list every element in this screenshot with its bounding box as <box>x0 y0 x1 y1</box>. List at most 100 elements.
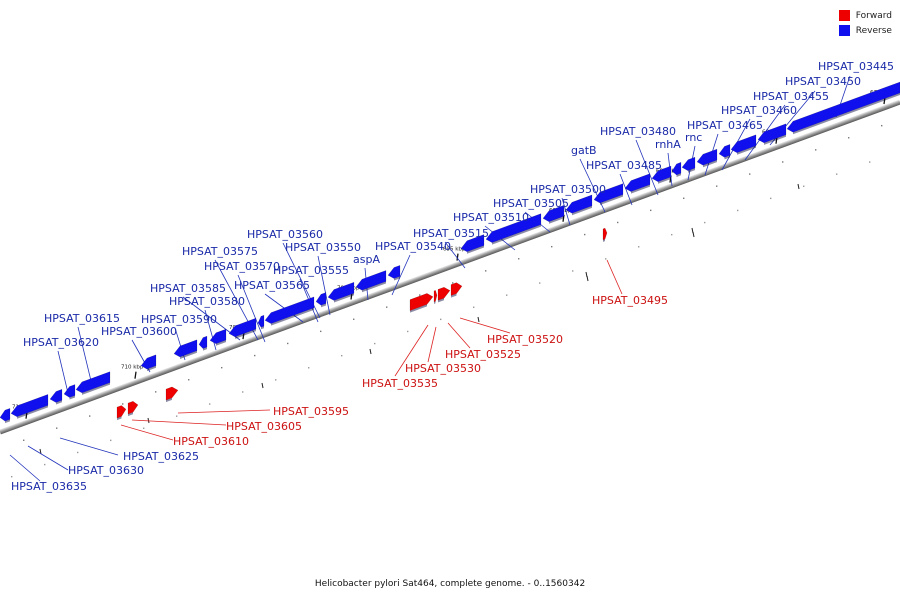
gene-label: HPSAT_03605 <box>226 420 302 433</box>
reverse-gene-arrow <box>681 156 696 172</box>
minor-dot <box>716 185 718 187</box>
reverse-gene-arrow-shadow <box>261 326 264 330</box>
label-leader-line <box>561 197 571 226</box>
minor-dot <box>737 209 739 212</box>
forward-gene-arrow-shadow <box>117 416 122 421</box>
reverse-gene-arrow-shadow <box>180 350 197 359</box>
reverse-gene-arrow-shadow <box>724 155 730 160</box>
label-leader-line <box>204 309 217 351</box>
label-leader-line <box>9 454 41 482</box>
forward-swatch <box>838 10 850 21</box>
minor-dot <box>242 391 244 393</box>
minor-dot <box>617 221 619 224</box>
reverse-gene-arrow-shadow <box>467 245 484 254</box>
label-leader-line <box>447 322 471 349</box>
reverse-gene-arrow <box>624 173 651 192</box>
minor-dot <box>704 221 706 224</box>
gene-label: HPSAT_03570 <box>204 260 280 273</box>
reverse-gene-arrow <box>485 213 542 243</box>
reverse-gene-arrow-shadow <box>631 184 650 194</box>
reverse-gene-arrow-shadow <box>600 194 623 205</box>
forward-gene-arrow <box>165 386 179 401</box>
label-leader-line <box>177 409 271 414</box>
minor-dot <box>848 137 850 139</box>
reverse-gene-arrow <box>542 204 565 222</box>
map-caption: Helicobacter pylori Sat464, complete gen… <box>314 579 586 589</box>
label-leader-line <box>237 274 266 343</box>
minor-dot <box>749 173 751 175</box>
reverse-gene-arrow <box>696 148 718 166</box>
reverse-gene-arrow-shadow <box>82 382 110 395</box>
gene-label: HPSAT_03465 <box>687 119 763 132</box>
gene-label: HPSAT_03530 <box>405 362 481 375</box>
gene-label: HPSAT_03555 <box>273 264 349 277</box>
reverse-gene-arrow-shadow <box>688 168 695 173</box>
reverse-gene-arrow-shadow <box>56 400 62 405</box>
gene-labels: HPSAT_03445HPSAT_03450HPSAT_03455HPSAT_0… <box>11 60 894 493</box>
label-leader-line <box>459 317 511 334</box>
gene-label: HPSAT_03495 <box>592 294 668 307</box>
reverse-gene-arrow <box>671 161 682 176</box>
label-leader-line <box>427 326 437 363</box>
minor-dot <box>23 439 25 441</box>
minor-dot <box>539 282 541 284</box>
label-leader-lines <box>9 75 851 482</box>
forward-gene-arrow <box>433 289 438 303</box>
gene-label: HPSAT_03455 <box>753 90 829 103</box>
minor-dot <box>155 391 157 393</box>
gene-label: HPSAT_03535 <box>362 377 438 390</box>
minor-dot <box>551 245 553 248</box>
gene-label: HPSAT_03540 <box>375 240 451 253</box>
reverse-gene-arrow-shadow <box>394 276 400 281</box>
reverse-gene-arrow <box>460 234 485 253</box>
gene-label: HPSAT_03525 <box>445 348 521 361</box>
reverse-gene-arrow-shadow <box>203 347 207 351</box>
reverse-gene-arrow <box>140 354 157 370</box>
minor-tick <box>586 275 589 282</box>
minor-dot <box>110 439 112 442</box>
reverse-gene-arrow-shadow <box>676 173 681 177</box>
gene-label: HPSAT_03550 <box>285 241 361 254</box>
minor-dot <box>869 161 871 163</box>
gene-label: HPSAT_03625 <box>123 450 199 463</box>
minor-tick <box>261 382 264 389</box>
reverse-gene-arrow <box>10 394 49 418</box>
reverse-gene-arrow <box>173 339 198 358</box>
reverse-gene-arrow <box>757 123 787 144</box>
gene-label: HPSAT_03630 <box>68 464 144 477</box>
gene-label: HPSAT_03510 <box>453 211 529 224</box>
kbp-tick-label: 710 kbp <box>121 365 144 371</box>
reverse-gene-arrow-shadow <box>17 405 48 419</box>
reverse-gene-arrow <box>387 264 401 279</box>
forward-gene-arrow-shadow <box>603 239 605 242</box>
reverse-gene-arrow-shadow <box>334 293 354 303</box>
gene-label: HPSAT_03590 <box>141 313 217 326</box>
reverse-gene-arrow <box>730 134 757 154</box>
gene-label: HPSAT_03515 <box>413 227 489 240</box>
minor-dot <box>506 294 508 296</box>
minor-dot <box>452 282 454 284</box>
forward-gene-arrow <box>127 400 139 415</box>
reverse-gene-arrow <box>327 281 355 301</box>
reverse-gene-arrow-shadow <box>235 329 256 339</box>
gene-label: rnhA <box>655 138 681 151</box>
gene-label: HPSAT_03460 <box>721 104 797 117</box>
gene-label: HPSAT_03585 <box>150 282 226 295</box>
reverse-gene-arrow-shadow <box>492 224 541 245</box>
minor-tick-dots <box>11 124 883 478</box>
minor-dot <box>77 451 79 454</box>
reverse-gene-arrow-shadow <box>793 93 900 135</box>
reverse-gene-arrow <box>355 270 387 291</box>
gene-label: gatB <box>571 144 597 157</box>
reverse-gene-arrow-shadow <box>147 365 156 372</box>
minor-dot <box>56 427 58 429</box>
minor-tick <box>797 183 800 190</box>
label-leader-line <box>317 255 331 316</box>
minor-dot <box>308 367 310 369</box>
minor-dot <box>881 124 883 127</box>
minor-dot <box>782 161 784 163</box>
minor-tick <box>39 448 42 455</box>
minor-dot <box>89 415 91 417</box>
gene-arrows <box>0 81 900 424</box>
label-leader-line <box>57 350 69 394</box>
